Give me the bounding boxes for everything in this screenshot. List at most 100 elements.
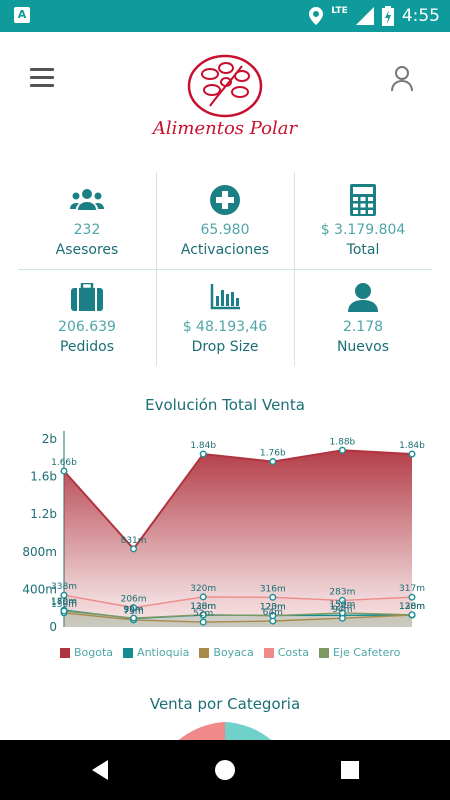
data-label: 120m [260, 603, 286, 613]
data-point [408, 450, 416, 458]
legend-swatch [123, 647, 134, 658]
stat-label: Drop Size [191, 339, 259, 355]
stat-label: Activaciones [180, 242, 270, 258]
series-line-bogota [63, 449, 413, 551]
data-label: 150m [329, 600, 355, 610]
data-point [269, 458, 277, 466]
stat-drop-size[interactable]: $ 48.193,46 Drop Size [156, 269, 294, 366]
recents-icon[interactable] [338, 758, 362, 782]
data-point [130, 614, 138, 622]
legend-label: Eje Cafetero [332, 646, 401, 659]
data-label: 1.66b [51, 458, 77, 468]
series-line-boyaca [63, 612, 413, 623]
legend-swatch [60, 647, 70, 658]
data-label: 316m [260, 584, 286, 594]
sales-evolution-chart[interactable]: 0 400m 800m 1.2b 1.6b 2b 1.66b 831m 1.84b 1.76b 1… [0, 425, 450, 675]
stat-value: 206.639 [58, 319, 116, 335]
series-area-bogota [64, 450, 412, 627]
data-label: 1.84b [190, 441, 216, 451]
data-label: 123m [260, 602, 286, 612]
data-label: 124m [329, 602, 355, 612]
legend-swatch [199, 647, 210, 658]
y-tick-label: 2b [42, 432, 57, 446]
legend-item[interactable]: Antioquia [123, 646, 189, 659]
pie-slice [225, 722, 274, 742]
chart-title-category: Venta por Categoria [149, 695, 301, 713]
data-label: 150m [51, 600, 77, 610]
legend-item[interactable]: Boyaca [199, 646, 254, 659]
hamburger-icon[interactable] [30, 68, 60, 90]
legend-item[interactable]: Bogota [60, 646, 113, 659]
stat-activaciones[interactable]: 65.980 Activaciones [156, 172, 294, 269]
briefcase-icon [18, 281, 156, 313]
stat-total[interactable]: $ 3.179.804 Total [294, 172, 432, 269]
data-label: 128m [399, 602, 425, 612]
data-label: 94m [332, 605, 352, 615]
legend-label: Antioquia [137, 646, 190, 659]
data-label: 128m [190, 602, 216, 612]
stat-label: Pedidos [59, 339, 115, 355]
brand-name: Alimentos Polar [152, 118, 298, 139]
data-point [199, 450, 207, 458]
series-line-costa [63, 594, 413, 609]
status-icons: LTE 4:55 [309, 4, 440, 28]
data-point [269, 593, 277, 601]
data-label: 338m [51, 582, 77, 592]
data-point [60, 607, 68, 615]
calculator-icon [294, 184, 432, 216]
stat-nuevos[interactable]: 2.178 Nuevos [294, 269, 432, 366]
y-tick-label: 1.6b [30, 470, 57, 484]
system-nav-bar [0, 740, 450, 800]
stat-value: $ 48.193,46 [182, 319, 268, 335]
data-label: 317m [399, 584, 425, 594]
legend-item[interactable]: Costa [263, 646, 309, 659]
y-tick-label: 1.2b [30, 507, 57, 521]
data-label: 320m [190, 584, 216, 594]
data-point [60, 467, 68, 475]
stats-grid: 232 Asesores 65.980 Activaciones $ 3.179… [18, 172, 432, 366]
data-label: 90m [123, 606, 143, 616]
brand-logo: Alimentos Polar [150, 52, 300, 152]
stat-value: 232 [73, 222, 101, 238]
legend-label: Boyaca [213, 646, 254, 659]
data-point [130, 545, 138, 553]
users-icon [18, 184, 156, 216]
data-label: 283m [329, 587, 355, 597]
series-area-boyaca [64, 612, 412, 627]
chart-legend: Bogota Antioquia Boyaca Costa Eje Cafetero [60, 646, 440, 659]
divider [18, 269, 432, 270]
stat-pedidos[interactable]: 206.639 Pedidos [18, 269, 156, 366]
data-point [199, 618, 207, 626]
y-tick-label: 400m [22, 582, 57, 596]
signal-icon [355, 7, 374, 25]
legend-item[interactable]: Eje Cafetero [318, 646, 401, 659]
notification-icon: A [14, 7, 30, 23]
category-pie-chart[interactable] [150, 722, 300, 742]
data-label: 64m [263, 608, 283, 618]
plus-circle-icon [156, 184, 294, 216]
data-label: 206m [121, 595, 147, 605]
stat-value: $ 3.179.804 [320, 222, 406, 238]
home-icon[interactable] [213, 758, 237, 782]
stat-asesores[interactable]: 232 Asesores [18, 172, 156, 269]
data-label: 170m [51, 598, 77, 608]
back-icon[interactable] [88, 758, 112, 782]
data-label: 75m [123, 607, 143, 617]
series-area-antioquia [64, 610, 412, 627]
chart-title: Evolución Total Venta [145, 396, 305, 414]
data-point [408, 593, 416, 601]
stat-value: 2.178 [342, 319, 384, 335]
app-header: Alimentos Polar [0, 32, 450, 152]
user-icon[interactable] [388, 64, 416, 92]
series-line-eje-cafetero [63, 610, 413, 619]
y-tick-label: 0 [49, 620, 57, 634]
data-point [269, 612, 277, 620]
data-label: 1.88b [330, 437, 356, 447]
legend-label: Bogota [74, 646, 114, 659]
bar-chart-icon [156, 281, 294, 313]
y-tick-label: 800m [22, 545, 57, 559]
data-point [199, 593, 207, 601]
chart-canvas: 0 400m 800m 1.2b 1.6b 2b 1.66b 831m 1.84b 1.76b 1… [22, 431, 425, 634]
stat-value: 65.980 [200, 222, 250, 238]
data-point [338, 596, 346, 604]
